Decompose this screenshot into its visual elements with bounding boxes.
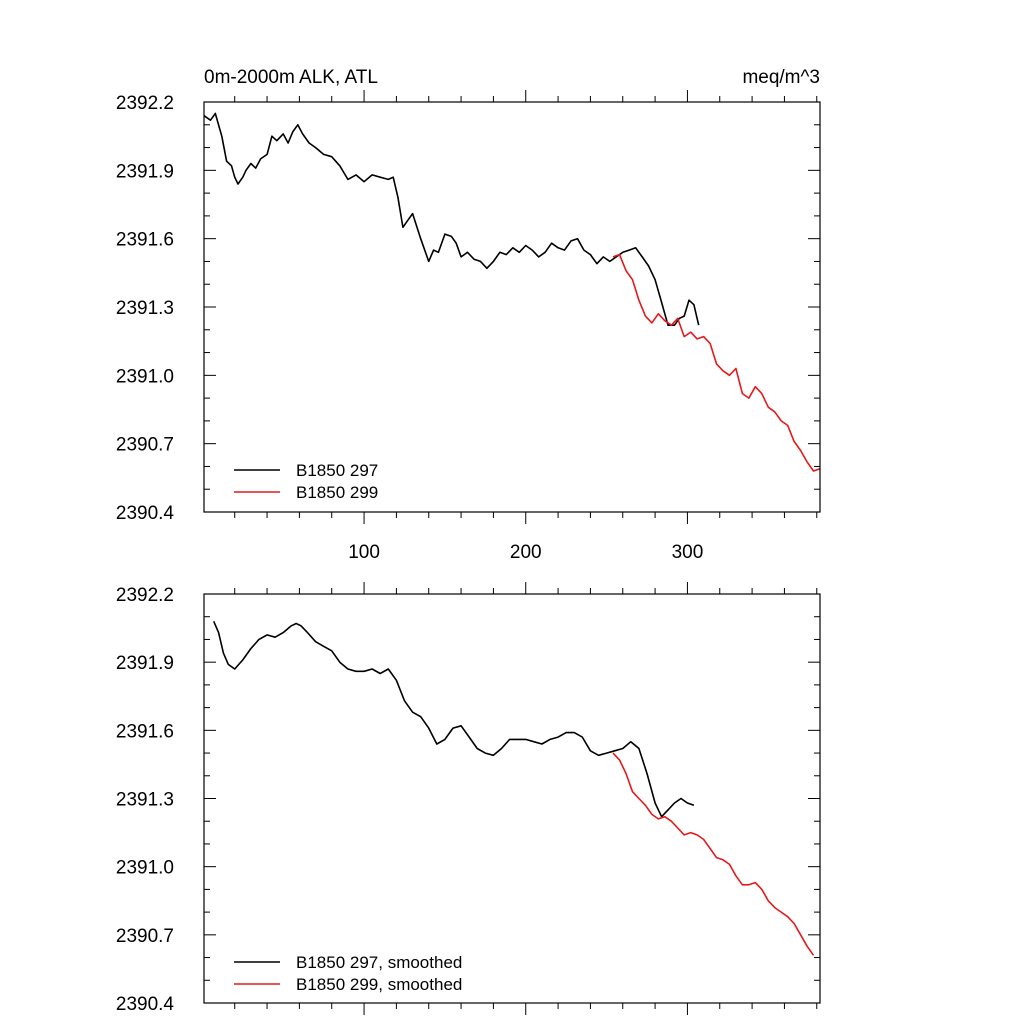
series-line-1: [203, 112, 700, 327]
y-tick-label: 2391.0: [116, 366, 174, 387]
y-tick-label: 2390.7: [116, 435, 174, 456]
legend-label-1: B1850 297: [296, 461, 378, 480]
y-tick-label: 2390.7: [116, 926, 174, 947]
y-tick-label: 2391.0: [116, 858, 174, 879]
chart-panel-1: 2390.4 2390.7 2391.0 2391.3 2391.6 2391.9 2392…: [116, 67, 821, 563]
y-tick-label: 2391.9: [116, 161, 174, 182]
y-tick-label: 2390.4: [116, 503, 175, 524]
plot-frame: [203, 593, 821, 1004]
legend-label-2: B1850 299, smoothed: [296, 975, 462, 994]
series-line-1: [212, 620, 695, 818]
chart-title-right: meq/m^3: [742, 67, 820, 88]
y-tick-label: 2391.3: [116, 298, 174, 319]
x-tick-label: 200: [510, 542, 542, 563]
plot-frame: [203, 101, 821, 513]
y-tick-label: 2391.3: [116, 790, 174, 811]
x-tick-label: 100: [348, 542, 380, 563]
y-tick-label: 2390.4: [116, 994, 175, 1015]
x-tick-label: 300: [672, 542, 704, 563]
y-tick-label: 2391.9: [116, 653, 174, 674]
y-tick-label: 2391.6: [116, 230, 174, 251]
y-tick-label: 2392.2: [116, 585, 174, 606]
series-line-2: [612, 752, 815, 956]
chart-panel-2: 2390.4 2390.7 2391.0 2391.3 2391.6 2391.9 2392…: [116, 582, 821, 1015]
series-line-2: [612, 253, 821, 472]
legend-label-1: B1850 297, smoothed: [296, 953, 462, 972]
legend-label-2: B1850 299: [296, 483, 378, 502]
chart-title-left: 0m-2000m ALK, ATL: [204, 67, 378, 88]
y-tick-label: 2391.6: [116, 721, 174, 742]
y-tick-label: 2392.2: [116, 93, 174, 114]
